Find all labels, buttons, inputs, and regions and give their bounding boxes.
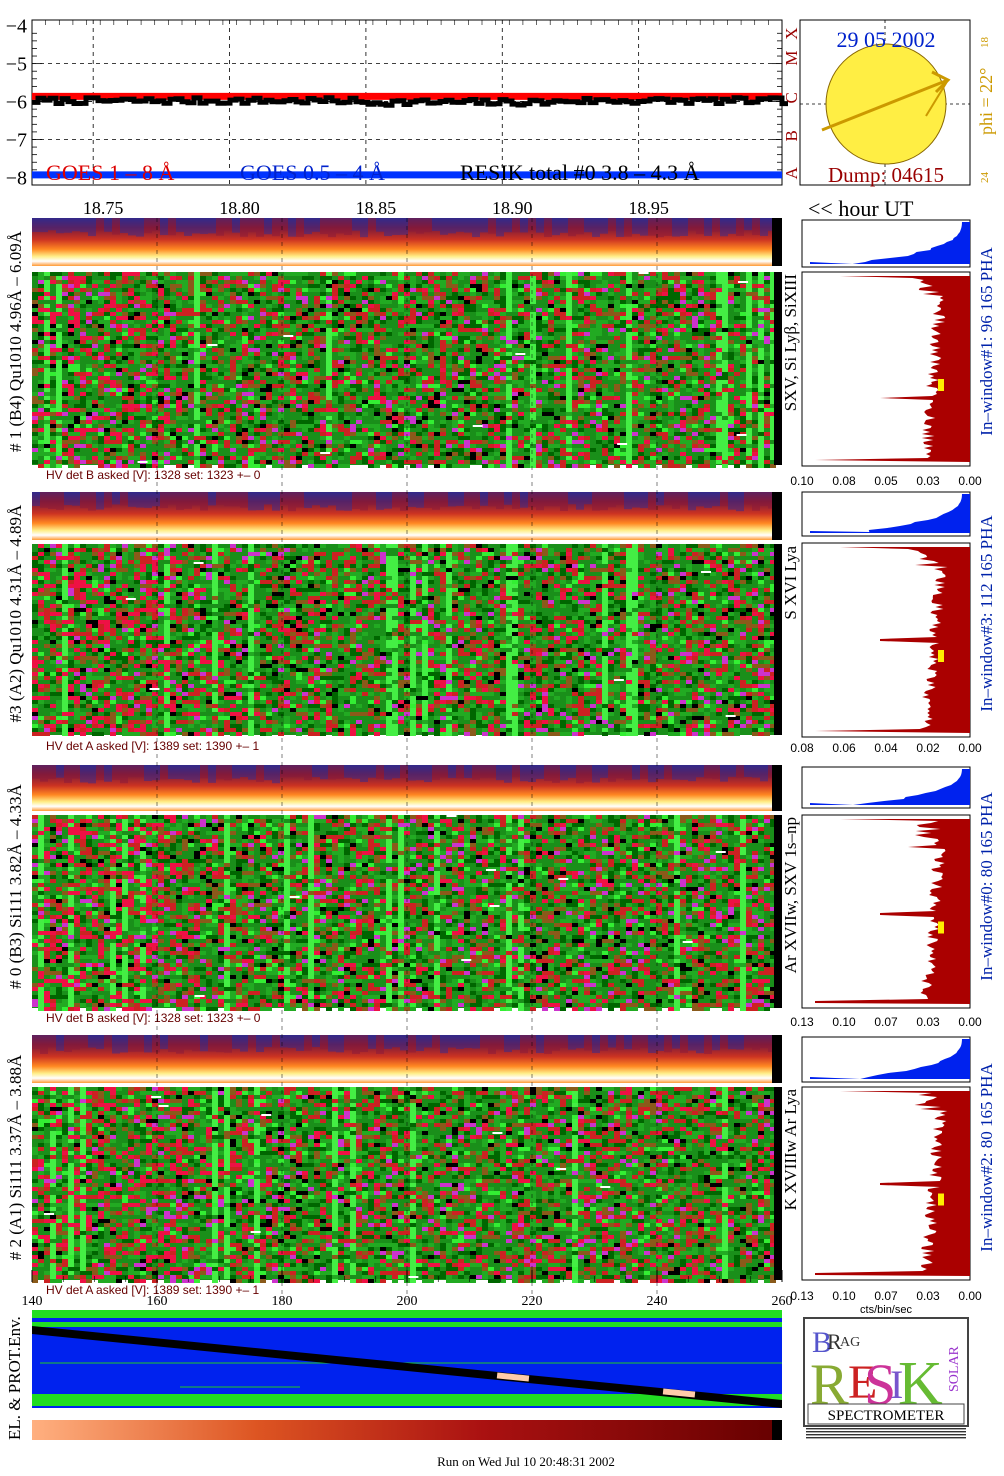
spectrum-image xyxy=(32,272,782,468)
spectrum-image xyxy=(32,1087,782,1283)
legend-goes-short: GOES 0.5 – 4 Å xyxy=(240,160,385,185)
pha-tick-label: 0.00 xyxy=(958,741,982,755)
phi-tick-top: 18 xyxy=(979,37,991,49)
series-goes-short xyxy=(32,171,782,179)
pha-tick-label: 0.05 xyxy=(874,474,898,488)
footer-run-time: Run on Wed Jul 10 20:48:31 2002 xyxy=(437,1454,615,1469)
spectrum-image xyxy=(32,544,782,736)
pha-tick-label: 0.13 xyxy=(790,1289,814,1303)
emission-line-label: K XVIIIw Ar Lya xyxy=(781,1089,800,1211)
goes-class-letter: X xyxy=(782,27,801,39)
pha-tick-label: 0.00 xyxy=(958,1015,982,1029)
goes-class-letter: A xyxy=(782,166,801,179)
in-window-label: In–window#1: 96 165 PHA xyxy=(977,247,996,436)
bottom-x-tick: 180 xyxy=(272,1294,293,1309)
pha-tick-label: 0.08 xyxy=(832,474,856,488)
lc-y-tick: −7 xyxy=(6,129,27,151)
hv-label: HV det A asked [V]: 1389 set: 1390 +– 1 xyxy=(46,739,259,753)
hv-label: HV det B asked [V]: 1328 set: 1323 +– 0 xyxy=(46,468,261,482)
pha-tick-label: 0.03 xyxy=(916,1015,940,1029)
pha-tick-label: 0.00 xyxy=(958,474,982,488)
pha-tick-label: 0.10 xyxy=(832,1015,856,1029)
lc-x-tick: 18.95 xyxy=(628,198,669,218)
phi-tick-bottom: 24 xyxy=(979,172,991,184)
resik-logo: B R AG R E S I K SOLAR SPECTROMETER xyxy=(803,1317,969,1439)
lc-y-tick: −4 xyxy=(6,16,27,38)
pha-tick-label: 0.13 xyxy=(790,1015,814,1029)
detector-block: HV det A asked [V]: 1389 set: 1390 +– 1 #… xyxy=(6,491,996,755)
pha-tick-label: 0.08 xyxy=(790,741,814,755)
in-window-label: In–window#2: 80 165 PHA xyxy=(977,1063,996,1252)
goes-class-letter: B xyxy=(782,130,801,141)
pha-unit-label: cts/bin/sec xyxy=(860,1304,912,1316)
in-window-label: In–window#3: 112 165 PHA xyxy=(977,515,996,712)
spectrum-image xyxy=(32,815,782,1011)
env-diagonal-band xyxy=(32,1326,782,1408)
pha-tick-label: 0.07 xyxy=(874,1015,898,1029)
emission-line-label: SXV, Si Lyβ, SiXIII xyxy=(781,274,800,412)
series-goes-long xyxy=(32,92,782,100)
pha-tick-label: 0.10 xyxy=(790,474,814,488)
series-resik xyxy=(32,95,788,108)
env-label: EL. & PROT.Env. xyxy=(5,1316,24,1440)
detector-block: HV det B asked [V]: 1328 set: 1323 +– 0 #… xyxy=(6,218,996,488)
pha-tick-label: 0.07 xyxy=(874,1289,898,1303)
detector-side-label: # 1 (B4) Qu1010 4.96Å – 6.09Å xyxy=(6,230,25,452)
goes-class-letter: M xyxy=(782,50,801,65)
legend-goes-long: GOES 1 – 8 Å xyxy=(46,160,174,185)
detector-side-label: #3 (A2) Qu1010 4.31Å – 4.89Å xyxy=(6,504,25,722)
phi-arrow xyxy=(821,78,949,132)
detector-side-label: # 0 (B3) Si111 3.82Å – 4.33Å xyxy=(6,783,25,988)
emission-line-label: Ar XVIIw, SXV 1s–np xyxy=(781,817,800,973)
pha-tick-label: 0.04 xyxy=(874,741,898,755)
date-label: 29 05 2002 xyxy=(837,27,936,52)
pha-tick-label: 0.10 xyxy=(832,1289,856,1303)
pha-tick-label: 0.03 xyxy=(916,474,940,488)
lc-x-tick: 18.85 xyxy=(356,198,397,218)
hour-ut-label: << hour UT xyxy=(808,196,914,221)
pha-tick-label: 0.03 xyxy=(916,1289,940,1303)
bottom-x-tick: 260 xyxy=(772,1294,793,1309)
hv-label: HV det B asked [V]: 1328 set: 1323 +– 0 xyxy=(46,1011,261,1025)
bottom-x-tick: 240 xyxy=(647,1294,668,1309)
detector-block: HV det B asked [V]: 1328 set: 1323 +– 0 #… xyxy=(6,765,996,1029)
goes-class-letter: C xyxy=(782,92,801,103)
legend-resik: RESIK total #0 3.8 – 4.3 Å xyxy=(460,160,700,185)
phi-label: phi = 22° xyxy=(976,68,996,135)
detector-block: HV det A asked [V]: 1389 set: 1390 +– 1 #… xyxy=(6,1035,996,1303)
pha-tick-label: 0.02 xyxy=(916,741,940,755)
bottom-x-tick: 200 xyxy=(397,1294,418,1309)
bottom-x-tick: 140 xyxy=(22,1294,43,1309)
env-colorbar xyxy=(32,1420,782,1440)
lc-x-tick: 18.75 xyxy=(83,198,124,218)
lc-y-tick: −6 xyxy=(6,92,27,114)
lc-x-tick: 18.80 xyxy=(219,198,260,218)
pha-tick-label: 0.00 xyxy=(958,1289,982,1303)
lc-x-tick: 18.90 xyxy=(492,198,533,218)
pha-tick-label: 0.06 xyxy=(832,741,856,755)
lc-y-tick: −5 xyxy=(6,54,27,76)
bottom-x-tick: 160 xyxy=(147,1294,168,1309)
bottom-x-tick: 220 xyxy=(522,1294,543,1309)
in-window-label: In–window#0: 80 165 PHA xyxy=(977,792,996,981)
emission-line-label: S XVI Lya xyxy=(781,546,800,620)
detector-side-label: # 2 (A1) Si111 3.37Å – 3.88Å xyxy=(6,1054,25,1260)
hv-label: HV det A asked [V]: 1389 set: 1390 +– 1 xyxy=(46,1283,259,1297)
dump-label: Dump: 04615 xyxy=(828,163,944,187)
lc-y-tick: −8 xyxy=(6,167,27,189)
